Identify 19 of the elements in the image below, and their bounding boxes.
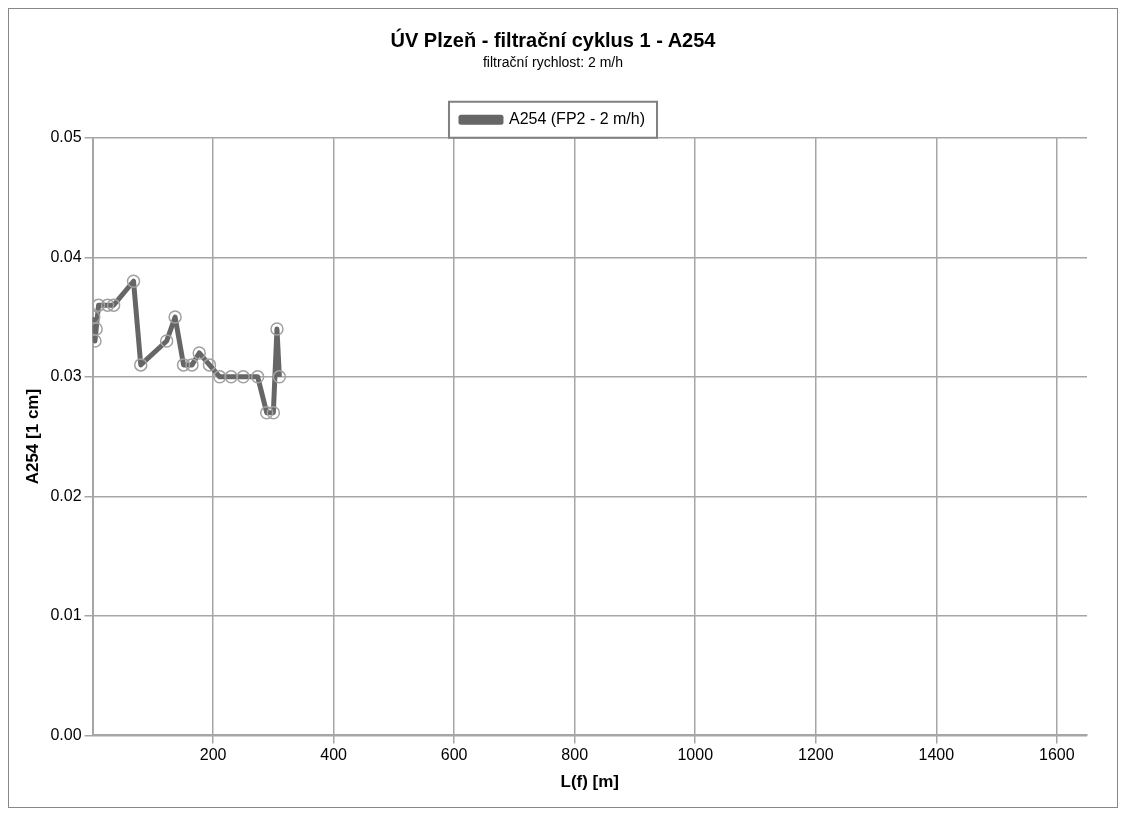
x-tick-label: 400 — [320, 746, 348, 764]
x-tick-label: 800 — [561, 746, 589, 764]
x-tick-label: 1600 — [1039, 746, 1075, 764]
x-tick-label: 1400 — [918, 746, 955, 764]
y-axis-title: A254 [1 cm] — [22, 388, 42, 485]
y-tick-label: 0.02 — [50, 486, 82, 504]
y-tick-label: 0.01 — [50, 606, 82, 624]
y-tick-label: 0.04 — [50, 247, 82, 265]
chart-title: ÚV Plzeň - filtrační cyklus 1 - A254 — [390, 27, 717, 51]
x-tick-label: 1000 — [677, 746, 714, 764]
y-tick-label: 0.03 — [50, 367, 82, 385]
y-tick-label: 0.05 — [50, 128, 82, 146]
chart-subtitle: filtrační rychlost: 2 m/h — [482, 54, 624, 71]
x-tick-label: 600 — [440, 746, 468, 764]
legend-label: A254 (FP2 - 2 m/h) — [508, 110, 646, 128]
x-tick-label: 200 — [199, 746, 227, 764]
x-tick-label: 1200 — [797, 746, 834, 764]
x-axis-title: L(f) [m] — [560, 772, 620, 792]
y-tick-label: 0.00 — [50, 725, 82, 743]
